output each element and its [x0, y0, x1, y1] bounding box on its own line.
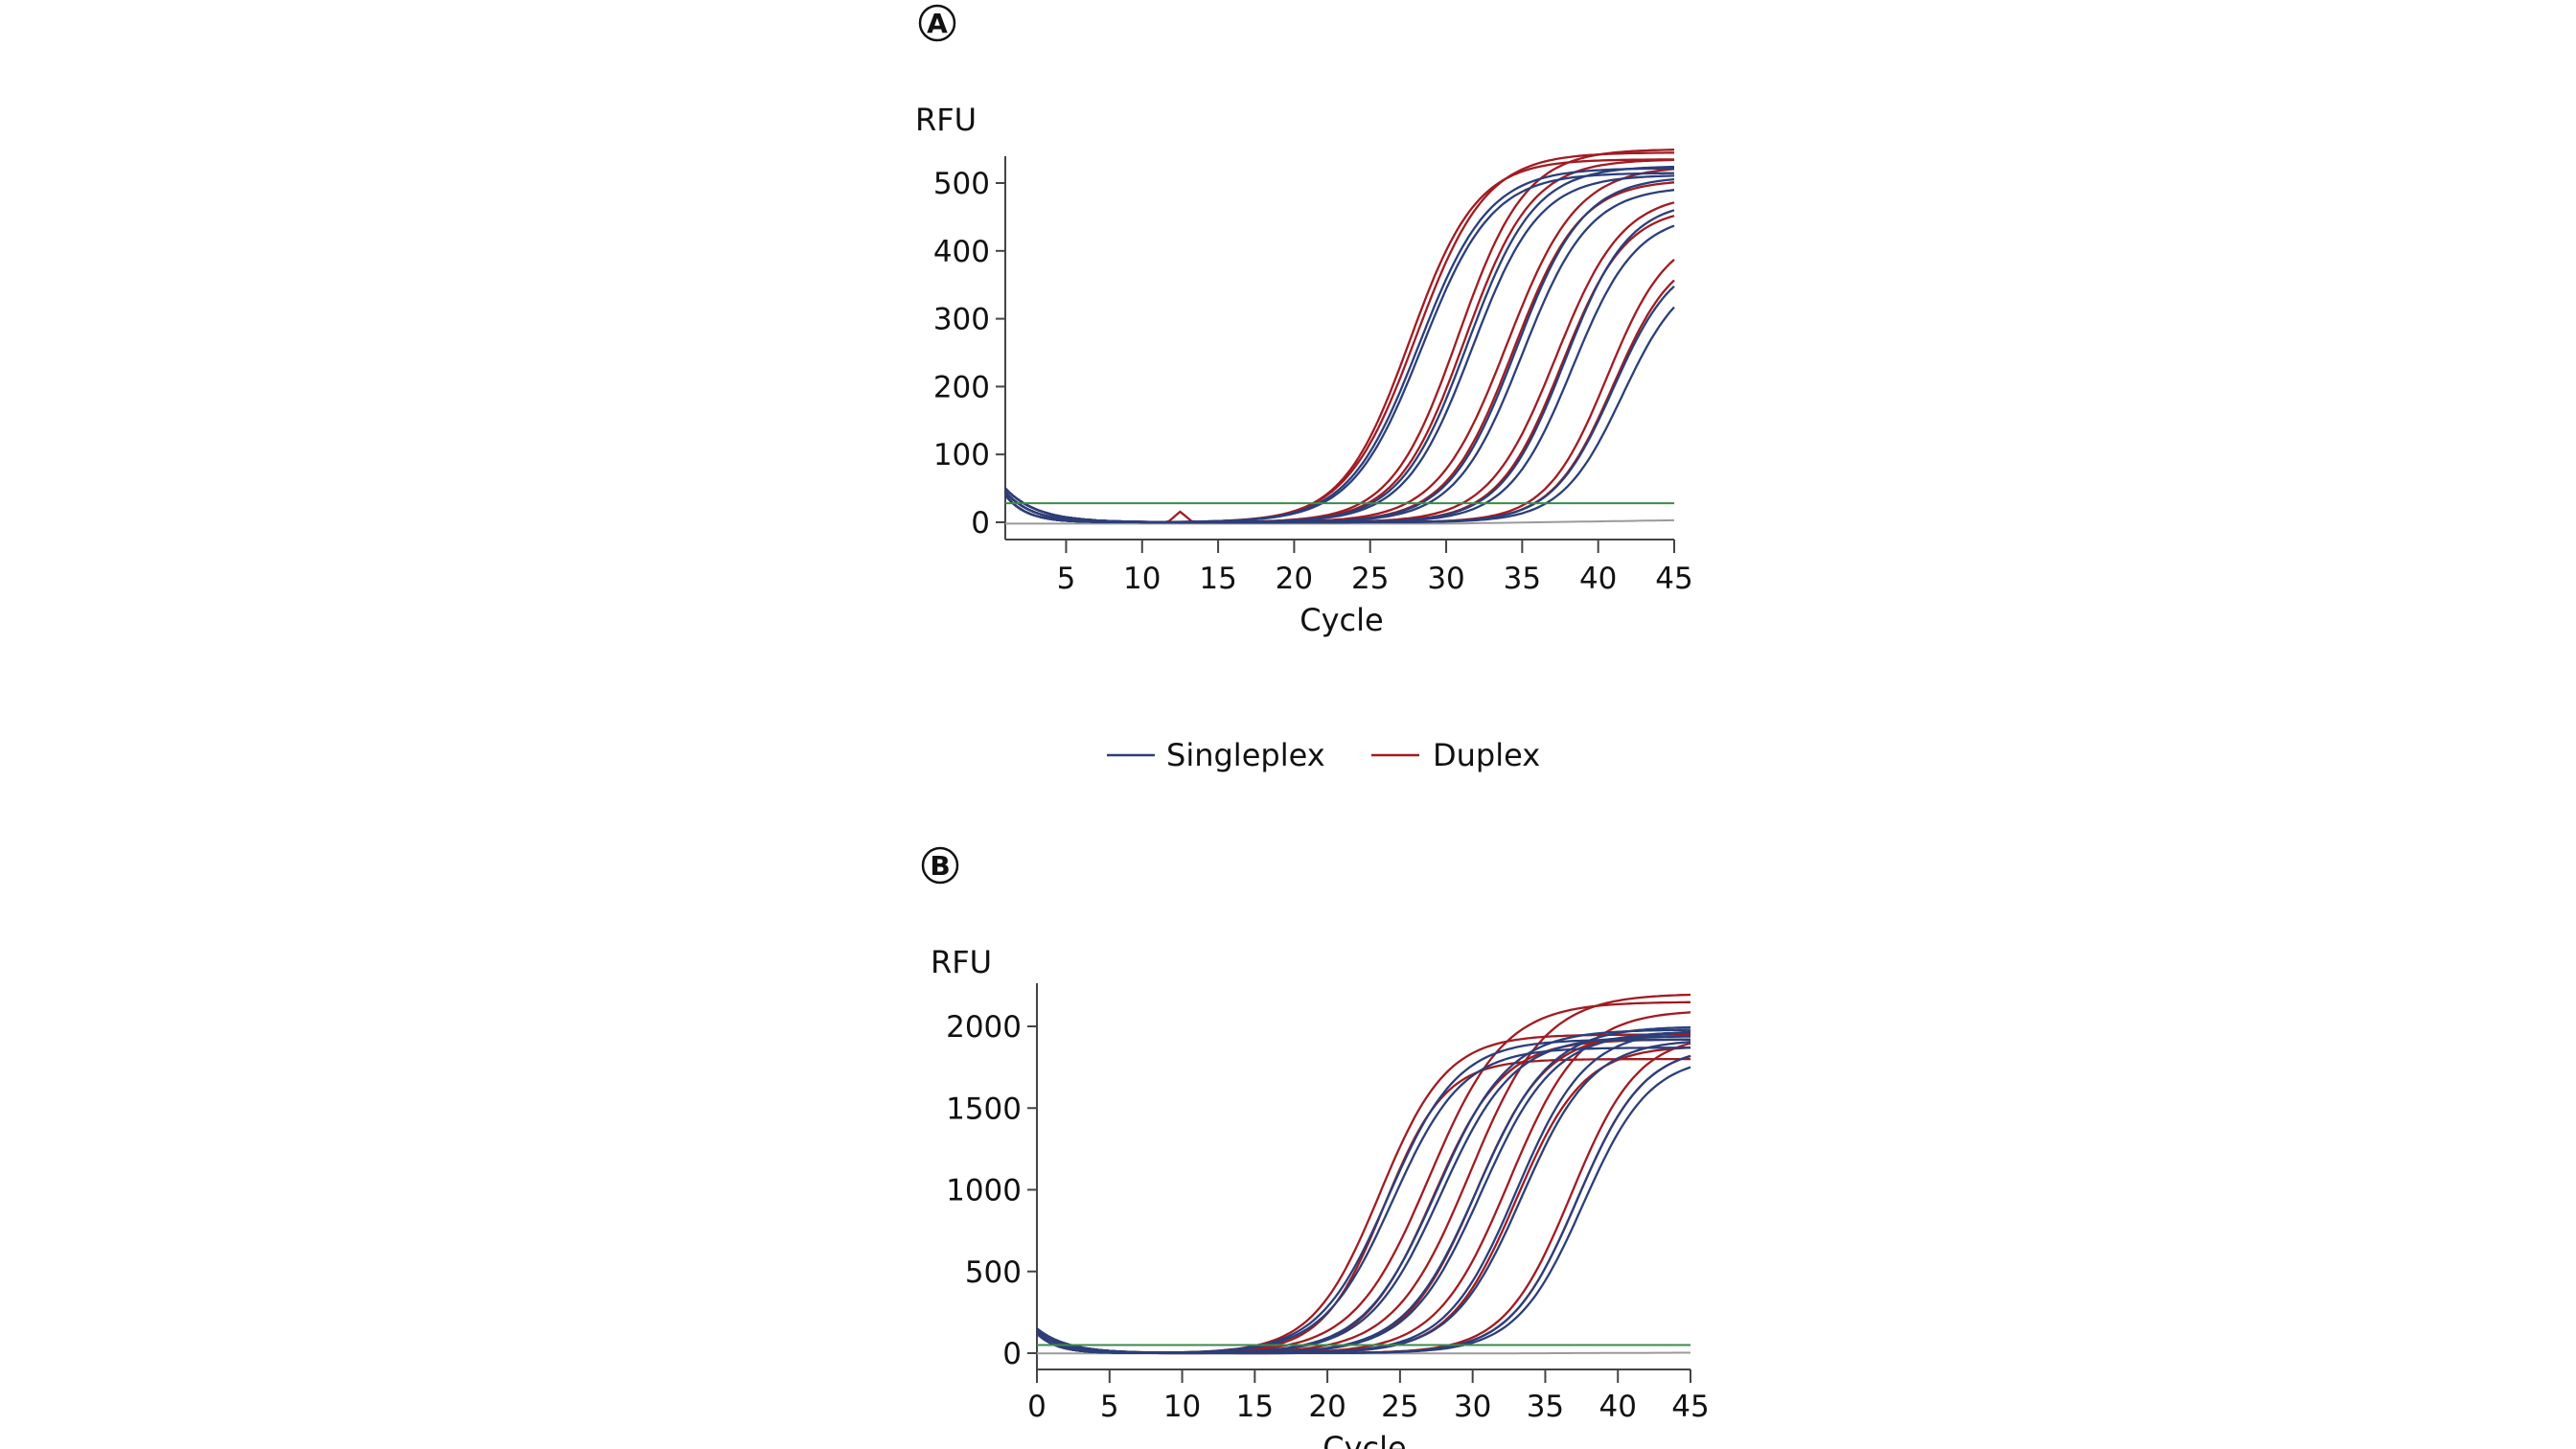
panel-a-duplex-curve — [1004, 168, 1675, 524]
panel-b-letter: B — [930, 850, 950, 882]
panel-b-singleplex-curve — [1036, 1066, 1691, 1355]
panel-b-x-tick-label: 15 — [1236, 1390, 1274, 1424]
panel-a: A RFU Cycle 0 100 200 300 400 500 5 10 15 20 25 30 3… — [915, 4, 1693, 638]
panel-b-singleplex-curve — [1036, 1031, 1691, 1354]
panel-b-duplex-curve — [1036, 1042, 1691, 1355]
panel-a-x-tick-label: 45 — [1655, 562, 1692, 596]
panel-b-x-tick-label: 10 — [1163, 1390, 1201, 1424]
panel-b-singleplex-curve — [1036, 1046, 1690, 1354]
panel-a-singleplex-curve — [1004, 167, 1674, 523]
panel-b-duplex-curve — [1036, 1057, 1690, 1354]
panel-a-plot: 0 100 200 300 400 500 5 10 15 20 25 30 35 40 45 — [933, 149, 1693, 596]
panel-a-y-tick-label: 300 — [933, 303, 990, 337]
legend: Singleplex Duplex — [1107, 737, 1540, 773]
panel-a-y-tick-label: 100 — [933, 438, 990, 472]
panel-a-singleplex-curve — [1004, 285, 1675, 524]
panel-b-singleplex-curve — [1036, 1030, 1691, 1355]
panel-a-x-axis-title: Cycle — [1300, 602, 1383, 638]
panel-a-singleplex-curve — [1004, 306, 1675, 524]
panel-b-duplex-curve — [1036, 1032, 1691, 1354]
panel-b-singleplex-curve — [1036, 1038, 1690, 1354]
panel-b-duplex-curve — [1036, 1038, 1691, 1354]
panel-a-x-tick-label: 10 — [1123, 562, 1161, 596]
panel-a-y-tick-label: 500 — [933, 167, 990, 201]
panel-a-x-tick-label: 35 — [1504, 562, 1541, 596]
panel-b-duplex-curve — [1036, 1046, 1691, 1355]
panel-b-badge — [921, 846, 959, 885]
panel-b-duplex-curve — [1036, 1054, 1691, 1355]
panel-b-singleplex-curve — [1036, 1035, 1690, 1354]
panel-b-singleplex-curve — [1036, 1028, 1690, 1354]
panel-a-x-tick-label: 5 — [1057, 562, 1076, 596]
panel-b-y-tick-label: 2000 — [946, 1010, 1022, 1045]
panel-b-y-axis-title: RFU — [931, 944, 992, 980]
panel-a-y-axis-title: RFU — [915, 102, 977, 138]
panel-a-y-tick-label: 400 — [933, 235, 990, 269]
panel-b-duplex-curve — [1036, 1000, 1690, 1354]
panel-b-x-tick-label: 25 — [1381, 1390, 1418, 1424]
panel-b-x-tick-label: 5 — [1100, 1390, 1119, 1424]
panel-a-x-tick-label: 25 — [1351, 562, 1389, 596]
panel-a-badge — [918, 4, 956, 42]
panel-a-singleplex-curve — [1004, 165, 1675, 523]
panel-b-y-tick-label: 1500 — [946, 1092, 1022, 1126]
panel-a-y-tick-label: 200 — [933, 370, 990, 404]
panel-b-plot: 0 500 1000 1500 2000 0 5 10 15 20 25 30 35 40 45 — [946, 983, 1710, 1424]
legend-singleplex-label: Singleplex — [1166, 737, 1325, 773]
panel-b-x-tick-label: 30 — [1454, 1390, 1491, 1424]
panel-b-singleplex-curve — [1036, 1054, 1691, 1355]
panel-a-singleplex-curve — [1004, 172, 1675, 523]
panel-b-y-tick-label: 0 — [1002, 1337, 1022, 1371]
panel-b-x-axis-title: Cycle — [1322, 1430, 1406, 1449]
panel-a-x-tick-label: 30 — [1427, 562, 1464, 596]
panel-b-x-tick-label: 0 — [1027, 1390, 1046, 1424]
panel-a-x-tick-label: 15 — [1199, 562, 1236, 596]
panel-a-letter: A — [927, 8, 948, 39]
panel-b-x-tick-label: 35 — [1527, 1390, 1564, 1424]
panel-b-singleplex-curve — [1036, 1041, 1691, 1355]
panel-a-singleplex-curve — [1004, 177, 1675, 524]
panel-a-singleplex-curve — [1004, 189, 1675, 524]
panel-a-x-tick-label: 20 — [1276, 562, 1313, 596]
legend-duplex-label: Duplex — [1433, 737, 1540, 773]
panel-a-duplex-curve — [1004, 181, 1675, 524]
panel-a-x-tick-label: 40 — [1579, 562, 1617, 596]
panel-b-y-tick-label: 500 — [965, 1255, 1022, 1290]
panel-b-duplex-curve — [1036, 1033, 1690, 1354]
panel-b-y-tick-label: 1000 — [946, 1174, 1022, 1208]
panel-a-ntc-curve — [1005, 518, 1675, 525]
panel-b-x-tick-label: 45 — [1671, 1390, 1709, 1424]
panel-a-y-tick-label: 0 — [971, 506, 990, 540]
panel-b-x-tick-label: 40 — [1598, 1390, 1636, 1424]
panel-b: B RFU Cycle 0 500 1000 1500 2000 0 5 10 15 20 25 30… — [921, 846, 1710, 1449]
panel-a-duplex-curve — [1004, 215, 1675, 524]
panel-b-x-tick-label: 20 — [1308, 1390, 1346, 1424]
